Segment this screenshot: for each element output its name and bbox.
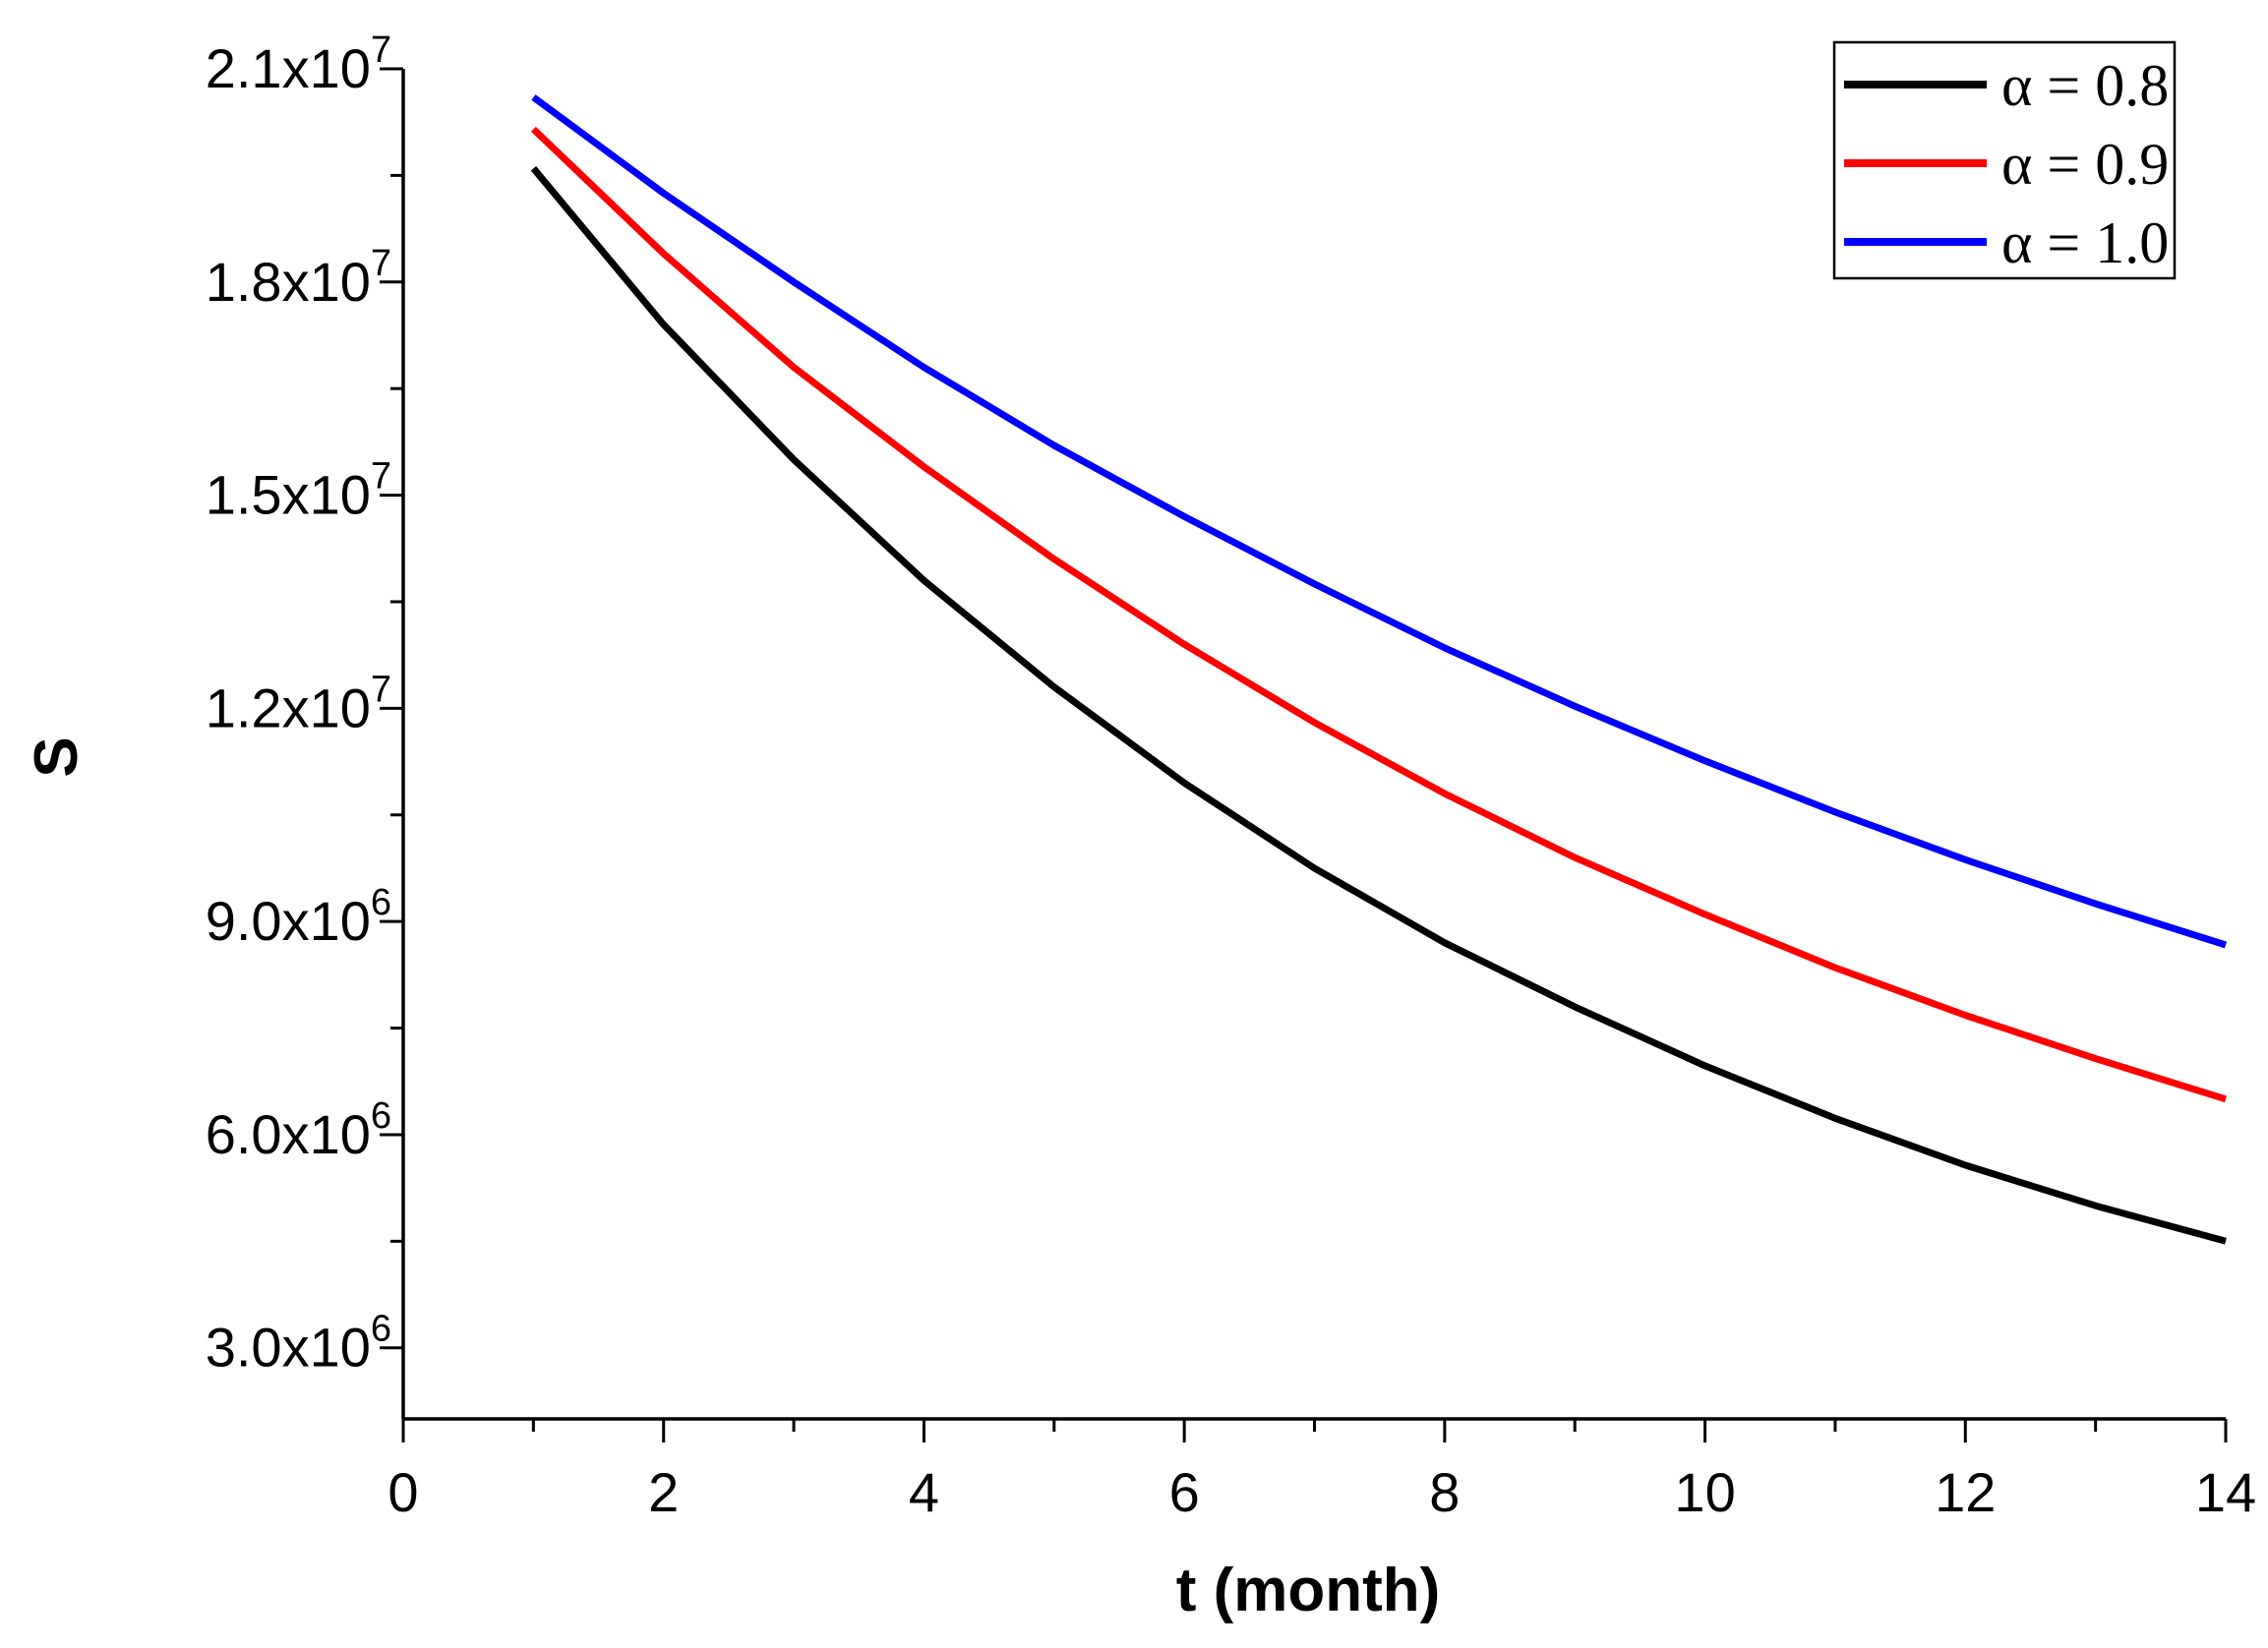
x-tick-label: 8 (1429, 1461, 1460, 1523)
legend: α = 0.8 α = 0.9 α = 1.0 (1832, 40, 2177, 280)
y-tick-exponent: 6 (371, 1309, 391, 1350)
y-tick-mantissa: 1.5x10 (206, 464, 371, 526)
legend-label-2: α = 0.9 (2001, 132, 2169, 197)
y-tick-label: 2.1x107 (206, 29, 391, 99)
y-tick-exponent: 7 (371, 243, 391, 284)
series-line-2 (530, 126, 2228, 1103)
x-axis-title: t (month) (1176, 1557, 1441, 1624)
y-tick-exponent: 7 (371, 669, 391, 710)
y-tick-exponent: 6 (371, 882, 391, 923)
x-tick-label: 14 (2195, 1461, 2256, 1523)
y-tick-mantissa: 1.8x10 (206, 251, 371, 313)
x-tick-label: 12 (1935, 1461, 1996, 1523)
y-axis-title: S (23, 736, 90, 777)
legend-label-3: α = 1.0 (2001, 210, 2169, 275)
y-tick-mantissa: 1.2x10 (206, 677, 371, 738)
x-tick-label: 0 (388, 1461, 418, 1523)
y-tick-exponent: 6 (371, 1095, 391, 1137)
y-tick-label: 1.2x107 (206, 669, 391, 738)
y-tick-label: 1.5x107 (206, 456, 391, 526)
x-tick-label: 4 (909, 1461, 939, 1523)
x-tick-label: 10 (1674, 1461, 1735, 1523)
y-tick-mantissa: 6.0x10 (206, 1103, 371, 1165)
series-line-3 (531, 94, 2228, 949)
y-tick-mantissa: 2.1x10 (206, 37, 371, 99)
y-axis-ticks: 3.0x1066.0x1069.0x1061.2x1071.5x1071.8x1… (206, 29, 403, 1379)
legend-label-1: α = 0.8 (2001, 53, 2169, 118)
y-tick-label: 3.0x106 (206, 1309, 391, 1379)
y-tick-label: 1.8x107 (206, 243, 391, 313)
y-tick-label: 6.0x106 (206, 1095, 391, 1165)
x-tick-label: 2 (648, 1461, 679, 1523)
y-tick-exponent: 7 (371, 29, 391, 71)
y-tick-mantissa: 3.0x10 (206, 1317, 371, 1379)
x-axis-ticks: 0 2 4 6 8 10 12 14 (388, 1419, 2256, 1523)
series-line-1 (530, 165, 2227, 1245)
series-lines (530, 94, 2228, 1245)
y-tick-mantissa: 9.0x10 (206, 890, 371, 952)
x-tick-label: 6 (1169, 1461, 1200, 1523)
y-tick-label: 9.0x106 (206, 882, 391, 952)
y-tick-exponent: 7 (371, 456, 391, 498)
